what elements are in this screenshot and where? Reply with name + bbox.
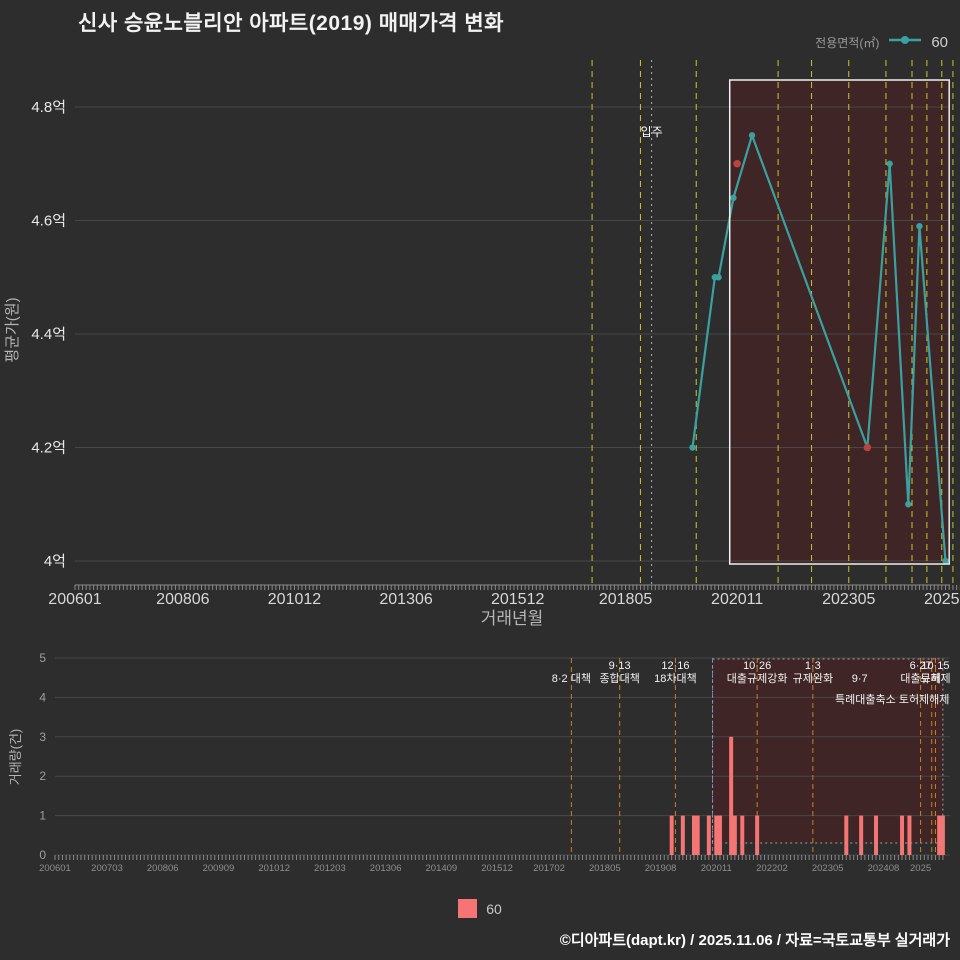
- legend-line-icon: [889, 36, 922, 44]
- volume-bar[interactable]: [740, 815, 745, 855]
- price-point[interactable]: [748, 132, 756, 139]
- policy-annotation: 18차대책: [654, 672, 697, 685]
- top-ytick-label: 4.2억: [31, 440, 66, 457]
- policy-annotation: 규제완화: [793, 672, 833, 685]
- line-series-marker-icon[interactable]: [887, 33, 923, 51]
- bar-series-swatch: [458, 899, 478, 918]
- highlight-border: [728, 79, 950, 565]
- policy-annotation: 12·16: [661, 660, 689, 672]
- move-in-label: 입주: [641, 125, 663, 139]
- volume-bar[interactable]: [680, 815, 685, 855]
- top-xtick-label: 201306: [379, 591, 432, 608]
- bottom-xtick-label: 201306: [370, 863, 402, 874]
- top-xtick-label: 201012: [268, 591, 321, 608]
- policy-annotation: 1·3: [805, 660, 821, 672]
- bottom-xtick-label: 202202: [756, 863, 788, 874]
- legend-top: 전용면적(㎡) 60: [815, 33, 948, 51]
- bottom-xtick-label: 2025: [910, 863, 931, 874]
- top-x-axis-title: 거래년월: [481, 609, 544, 628]
- top-ytick-label: 4.4억: [31, 326, 66, 343]
- bottom-xtick-label: 201203: [314, 863, 346, 874]
- top-xtick-label: 201805: [599, 591, 652, 608]
- bottom-xtick-label: 200806: [147, 863, 179, 874]
- volume-bar[interactable]: [714, 815, 719, 855]
- price-point[interactable]: [715, 274, 722, 281]
- bottom-ytick-label: 3: [39, 730, 46, 744]
- volume-bar[interactable]: [907, 815, 912, 855]
- transaction-dot[interactable]: [733, 159, 741, 168]
- volume-bar[interactable]: [900, 815, 905, 855]
- top-xtick-label: 2025: [924, 591, 960, 608]
- bottom-y-axis-title: 거래량(건): [8, 729, 23, 786]
- footer-credit: ©디아파트(dapt.kr) / 2025.11.06 / 자료=국토교통부 실…: [559, 932, 950, 949]
- price-point[interactable]: [730, 194, 737, 201]
- price-point[interactable]: [942, 557, 949, 565]
- policy-annotation: 대출규제: [900, 672, 940, 685]
- bottom-ytick-label: 0: [39, 848, 46, 862]
- bottom-ytick-label: 5: [39, 651, 46, 665]
- bottom-highlight-region: [712, 659, 943, 843]
- top-xtick-label: 200601: [48, 591, 101, 608]
- price-point[interactable]: [689, 444, 696, 451]
- legend-bottom[interactable]: 60: [0, 899, 960, 918]
- bottom-xtick-label: 201012: [258, 863, 290, 874]
- top-xtick-label: 201512: [491, 591, 544, 608]
- volume-bar[interactable]: [729, 736, 734, 855]
- top-xtick-label: 202305: [822, 591, 875, 608]
- volume-bar[interactable]: [937, 815, 942, 855]
- legend-area-label: 전용면적(㎡): [815, 35, 880, 50]
- bottom-xtick-label: 202305: [812, 863, 844, 874]
- volume-bar[interactable]: [717, 815, 722, 855]
- bottom-legend-series-name: 60: [486, 900, 502, 917]
- bottom-ytick-label: 1: [39, 809, 46, 823]
- volume-bar[interactable]: [859, 815, 864, 855]
- bottom-highlight-border: [712, 658, 944, 844]
- top-ytick-label: 4.6억: [31, 213, 66, 230]
- bottom-xtick-label: 200703: [91, 863, 123, 874]
- volume-bar[interactable]: [691, 815, 696, 855]
- volume-bar[interactable]: [695, 815, 700, 855]
- policy-annotation: 9·7: [852, 673, 868, 685]
- top-ytick-label: 4억: [44, 553, 66, 570]
- volume-bar[interactable]: [844, 815, 849, 855]
- policy-annotation: 9·13: [609, 660, 631, 672]
- top-xtick-label: 202011: [711, 591, 763, 608]
- policy-annotation: 10·26: [743, 660, 771, 672]
- bottom-xtick-label: 201409: [426, 863, 458, 874]
- volume-bar[interactable]: [732, 815, 737, 855]
- bottom-xtick-label: 201512: [481, 863, 513, 874]
- top-xtick-label: 200806: [156, 591, 209, 608]
- page-title: 신사 승윤노블리안 아파트(2019) 매매가격 변화: [78, 12, 504, 35]
- bottom-xtick-label: 201908: [645, 863, 677, 874]
- top-ytick-label: 4.8억: [31, 99, 66, 116]
- price-point[interactable]: [886, 160, 893, 167]
- price-point[interactable]: [905, 501, 912, 508]
- volume-bar[interactable]: [874, 815, 879, 855]
- top-y-axis-title: 평균가(원): [4, 297, 21, 362]
- policy-annotation: 특례대출축소 토허제해제: [835, 692, 949, 706]
- policy-annotation: 6·27: [910, 660, 932, 672]
- volume-bar[interactable]: [755, 815, 760, 855]
- bottom-ytick-label: 4: [39, 690, 46, 704]
- price-point[interactable]: [916, 222, 923, 230]
- bottom-xtick-label: 200909: [203, 863, 235, 874]
- bottom-xtick-label: 201805: [589, 863, 621, 874]
- volume-bar[interactable]: [669, 815, 674, 855]
- bottom-ytick-label: 2: [39, 769, 46, 783]
- bottom-xtick-label: 200601: [39, 863, 71, 874]
- bottom-xtick-label: 201702: [533, 863, 565, 874]
- volume-bar[interactable]: [706, 815, 711, 855]
- policy-annotation: 대출규제강화: [727, 672, 788, 685]
- policy-annotation: 종합대책: [599, 672, 639, 685]
- policy-annotation: 10·15: [921, 660, 949, 672]
- legend-series-name[interactable]: 60: [931, 33, 948, 51]
- bottom-xtick-label: 202011: [701, 863, 732, 874]
- highlight-region: [729, 80, 950, 564]
- policy-annotation: 토허제: [920, 672, 950, 685]
- bottom-xtick-label: 202408: [868, 863, 900, 874]
- transaction-dot[interactable]: [863, 443, 872, 452]
- policy-annotation: 8·2 대책: [552, 672, 591, 685]
